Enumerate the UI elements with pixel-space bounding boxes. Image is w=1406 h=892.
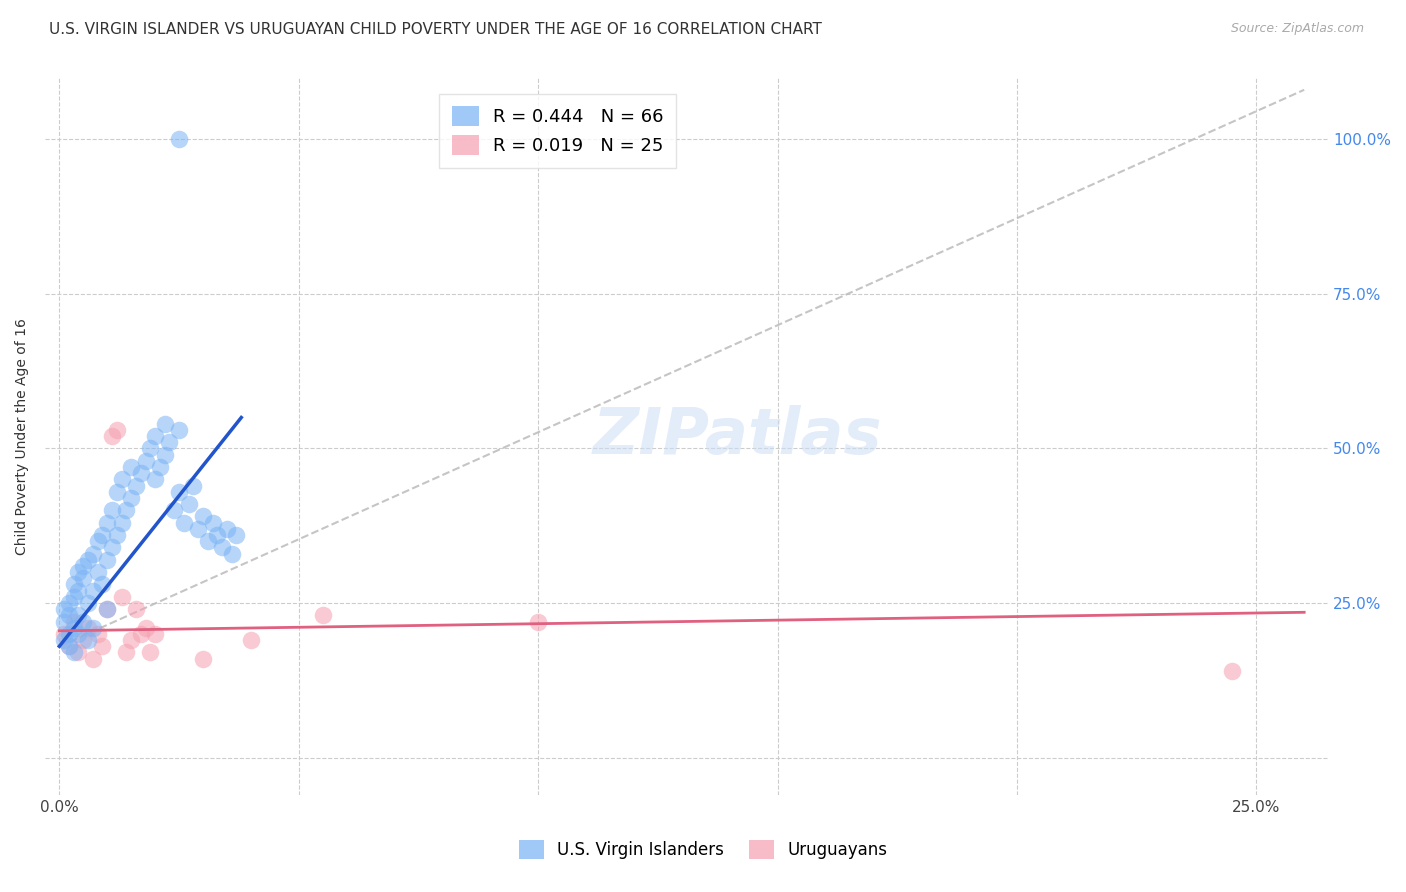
Point — [120, 460, 142, 475]
Point — [149, 460, 172, 475]
Point — [120, 491, 142, 505]
Point — [67, 565, 90, 579]
Point — [153, 417, 176, 431]
Point — [110, 516, 132, 530]
Point — [191, 509, 214, 524]
Point — [67, 608, 90, 623]
Point — [86, 534, 108, 549]
Point — [91, 528, 114, 542]
Point — [105, 484, 128, 499]
Point — [58, 640, 80, 654]
Point — [183, 478, 205, 492]
Point — [1222, 664, 1244, 678]
Point — [53, 627, 76, 641]
Point — [91, 640, 114, 654]
Point — [91, 577, 114, 591]
Point — [177, 497, 200, 511]
Point — [53, 602, 76, 616]
Point — [163, 503, 186, 517]
Point — [82, 583, 104, 598]
Point — [96, 553, 118, 567]
Y-axis label: Child Poverty Under the Age of 16: Child Poverty Under the Age of 16 — [15, 318, 30, 555]
Point — [211, 541, 233, 555]
Point — [82, 547, 104, 561]
Point — [53, 633, 76, 648]
Point — [167, 423, 190, 437]
Point — [77, 596, 100, 610]
Point — [191, 651, 214, 665]
Point — [58, 608, 80, 623]
Point — [96, 602, 118, 616]
Point — [134, 454, 156, 468]
Point — [62, 621, 84, 635]
Point — [82, 621, 104, 635]
Point — [62, 590, 84, 604]
Point — [173, 516, 195, 530]
Point — [215, 522, 238, 536]
Point — [67, 645, 90, 659]
Point — [139, 645, 162, 659]
Legend: R = 0.444   N = 66, R = 0.019   N = 25: R = 0.444 N = 66, R = 0.019 N = 25 — [439, 94, 676, 168]
Point — [134, 621, 156, 635]
Point — [77, 553, 100, 567]
Point — [77, 633, 100, 648]
Point — [125, 602, 148, 616]
Point — [62, 615, 84, 629]
Point — [187, 522, 209, 536]
Text: Source: ZipAtlas.com: Source: ZipAtlas.com — [1230, 22, 1364, 36]
Point — [153, 448, 176, 462]
Point — [225, 528, 247, 542]
Point — [105, 423, 128, 437]
Point — [115, 503, 138, 517]
Point — [96, 516, 118, 530]
Point — [96, 602, 118, 616]
Point — [311, 608, 333, 623]
Point — [77, 621, 100, 635]
Point — [72, 615, 94, 629]
Point — [527, 615, 550, 629]
Point — [143, 627, 166, 641]
Text: ZIPatlas: ZIPatlas — [593, 405, 883, 467]
Point — [58, 640, 80, 654]
Point — [105, 528, 128, 542]
Text: U.S. VIRGIN ISLANDER VS URUGUAYAN CHILD POVERTY UNDER THE AGE OF 16 CORRELATION : U.S. VIRGIN ISLANDER VS URUGUAYAN CHILD … — [49, 22, 823, 37]
Point — [86, 565, 108, 579]
Point — [72, 558, 94, 573]
Point — [207, 528, 229, 542]
Point — [67, 583, 90, 598]
Point — [67, 627, 90, 641]
Point — [58, 627, 80, 641]
Legend: U.S. Virgin Islanders, Uruguayans: U.S. Virgin Islanders, Uruguayans — [512, 834, 894, 866]
Point — [120, 633, 142, 648]
Point — [58, 596, 80, 610]
Point — [72, 633, 94, 648]
Point — [129, 466, 152, 480]
Point — [115, 645, 138, 659]
Point — [167, 132, 190, 146]
Point — [143, 472, 166, 486]
Point — [110, 590, 132, 604]
Point — [72, 571, 94, 585]
Point — [110, 472, 132, 486]
Point — [143, 429, 166, 443]
Point — [82, 651, 104, 665]
Point — [101, 503, 124, 517]
Point — [53, 615, 76, 629]
Point — [159, 435, 181, 450]
Point — [197, 534, 219, 549]
Point — [239, 633, 262, 648]
Point — [221, 547, 243, 561]
Point — [62, 577, 84, 591]
Point — [101, 429, 124, 443]
Point — [167, 484, 190, 499]
Point — [201, 516, 224, 530]
Point — [86, 627, 108, 641]
Point — [129, 627, 152, 641]
Point — [62, 645, 84, 659]
Point — [125, 478, 148, 492]
Point — [139, 442, 162, 456]
Point — [101, 541, 124, 555]
